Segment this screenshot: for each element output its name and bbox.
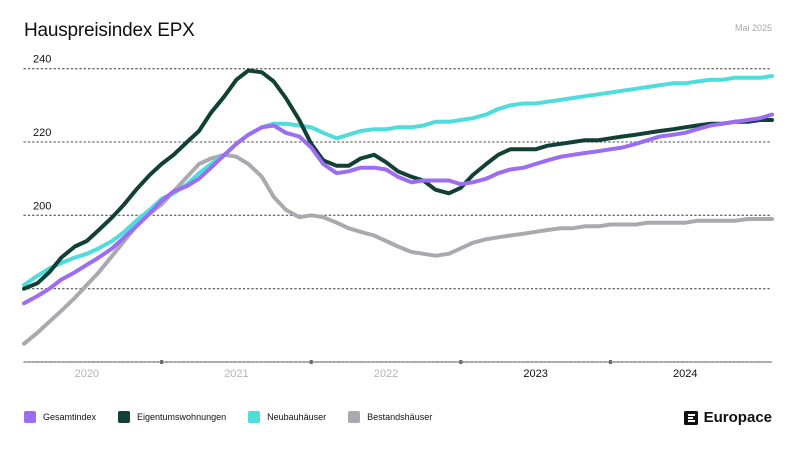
series-line-neubauhaeuser [22,74,774,287]
y-tick-label-200: 200 [33,200,51,212]
y-tick-label-240: 240 [33,54,51,66]
brand-name: Europace [703,409,772,426]
series-line-gesamtindex [22,112,774,306]
x-divider-tick [309,360,313,364]
legend-label: Eigentumswohnungen [137,412,227,422]
legend-item-gesamtindex[interactable]: Gesamtindex [24,411,96,423]
legend-swatch [24,411,36,423]
date-label: Mai 2025 [734,23,772,33]
x-divider-tick [608,360,612,364]
series-line-eigentumswohnungen [22,68,774,291]
brand-logo: Europace [683,409,772,426]
chart-title: Hauspreisindex EPX [24,20,195,41]
x-tick-label-2021: 2021 [224,368,248,380]
legend-swatch [248,411,261,423]
legend-item-neubauhaeuser[interactable]: Neubauhäuser [248,411,326,423]
chart-legend: Gesamtindex Eigentumswohnungen Neubauhäu… [24,411,432,423]
x-tick-label-2024: 2024 [673,368,697,380]
legend-swatch [348,411,361,423]
x-tick-label-2022: 2022 [374,368,398,380]
legend-item-bestandshaeuser[interactable]: Bestandshäuser [348,411,432,423]
legend-swatch [118,411,131,423]
x-tick-label-2023: 2023 [523,368,547,380]
y-tick-label-220: 220 [33,127,51,139]
legend-label: Gesamtindex [43,412,97,422]
europace-logo-icon [683,410,698,425]
x-divider-tick [459,360,463,364]
legend-item-eigentumswohnungen[interactable]: Eigentumswohnungen [118,411,226,423]
x-tick-label-2020: 2020 [75,368,99,380]
legend-label: Bestandshäuser [367,412,433,422]
legend-label: Neubauhäuser [267,412,327,422]
x-divider-tick [160,360,164,364]
series-line-bestandshaeuser [22,152,774,346]
